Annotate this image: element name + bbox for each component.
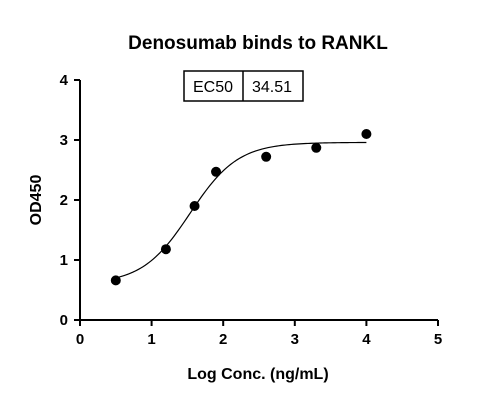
ec50-annotation: EC50 34.51 — [183, 70, 304, 102]
y-axis-label: OD450 — [28, 175, 45, 226]
x-tick-label: 4 — [362, 331, 371, 348]
x-tick-label: 5 — [434, 331, 442, 348]
data-points — [110, 129, 372, 286]
data-point — [189, 201, 200, 211]
y-tick-label: 2 — [60, 192, 68, 209]
data-point — [261, 151, 272, 162]
chart-title: Denosumab binds to RANKL — [128, 33, 388, 54]
x-tick-label: 2 — [219, 331, 227, 348]
fit-curve — [115, 141, 367, 279]
x-axis-label: Log Conc. (ng/mL) — [187, 366, 328, 383]
axes — [79, 80, 438, 321]
x-tick-label: 3 — [291, 331, 299, 348]
y-tick-label: 0 — [60, 312, 68, 329]
y-tick-label: 4 — [60, 72, 69, 89]
data-point — [110, 275, 121, 286]
x-tick-label: 1 — [147, 331, 155, 348]
y-tick-label: 1 — [60, 252, 68, 269]
data-point — [160, 244, 171, 255]
data-point — [311, 142, 322, 153]
data-point — [211, 166, 222, 177]
y-tick-label: 3 — [60, 132, 68, 149]
ec50-label: EC50 — [193, 79, 233, 96]
ticks: 0 1 2 3 4 5 0 1 2 3 4 — [60, 72, 443, 348]
ec50-value: 34.51 — [252, 79, 292, 96]
x-tick-label: 0 — [76, 331, 84, 348]
data-point — [361, 129, 372, 139]
